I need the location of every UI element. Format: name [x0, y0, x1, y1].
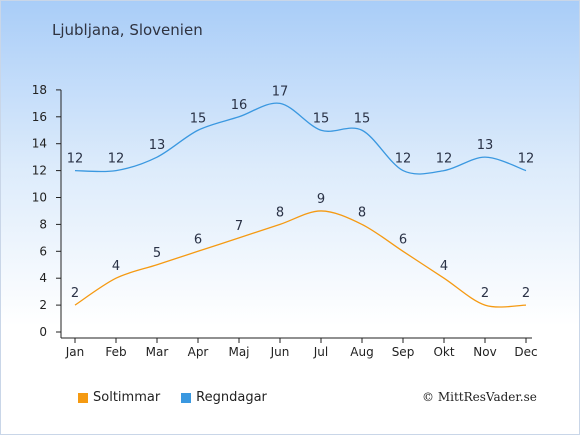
copyright-text: © MittResVader.se [422, 390, 537, 404]
y-tick-label: 12 [32, 164, 47, 178]
data-label-regndagar: 15 [313, 111, 330, 126]
data-label-regndagar: 12 [395, 152, 412, 167]
chart-title: Ljubljana, Slovenien [52, 21, 203, 39]
data-label-soltimmar: 4 [440, 259, 448, 274]
series-line-regndagar [74, 102, 527, 175]
y-tick-label: 8 [39, 217, 47, 231]
x-tick-label: Feb [105, 345, 126, 359]
data-label-regndagar: 12 [436, 152, 453, 167]
y-tick-label: 6 [39, 244, 47, 258]
legend-item-soltimmar: Soltimmar [78, 390, 160, 405]
y-tick-label: 16 [32, 110, 47, 124]
series-layer [74, 102, 527, 308]
data-label-soltimmar: 6 [399, 232, 407, 247]
x-tick-label: Okt [433, 345, 454, 359]
data-label-regndagar: 13 [477, 138, 494, 153]
x-tick-label: Sep [392, 345, 415, 359]
data-label-soltimmar: 2 [481, 286, 489, 301]
data-label-soltimmar: 2 [522, 286, 530, 301]
legend-swatch-regndagar [181, 392, 192, 403]
data-label-soltimmar: 9 [317, 192, 325, 207]
data-label-soltimmar: 6 [194, 232, 202, 247]
x-tick-label: Apr [188, 345, 209, 359]
data-label-soltimmar: 8 [358, 205, 366, 220]
axes: 0 2 4 6 8 10 12 14 16 18 Jan Feb Mar Apr Maj Jun Jul Aug S… [32, 83, 538, 359]
x-tick-label: Jun [270, 345, 290, 359]
x-tick-label: Maj [228, 345, 249, 359]
x-tick-label: Dec [514, 345, 537, 359]
x-tick-label: Jan [65, 345, 85, 359]
x-tick-label: Nov [473, 345, 496, 359]
legend-swatch-soltimmar [78, 392, 88, 403]
data-label-soltimmar: 8 [276, 205, 284, 220]
legend-label-regndagar: Regndagar [196, 390, 267, 405]
series-line-soltimmar [74, 210, 527, 308]
data-label-regndagar: 13 [149, 138, 166, 153]
data-label-regndagar: 12 [518, 152, 535, 167]
legend-label-soltimmar: Soltimmar [93, 390, 161, 405]
x-tick-label: Jul [313, 345, 328, 359]
x-tick-label: Aug [350, 345, 373, 359]
data-label-soltimmar: 2 [71, 286, 79, 301]
data-label-soltimmar: 5 [153, 246, 161, 261]
data-labels: 2 4 5 6 7 8 9 8 6 4 2 2 12 12 13 15 16 17 15 15 12 12 13 12 [67, 84, 535, 301]
data-label-regndagar: 12 [67, 152, 84, 167]
y-tick-label: 4 [39, 271, 47, 285]
data-label-regndagar: 15 [354, 111, 371, 126]
data-label-regndagar: 12 [108, 152, 125, 167]
data-label-regndagar: 16 [231, 98, 248, 113]
data-label-regndagar: 17 [272, 84, 289, 99]
y-tick-label: 2 [39, 298, 47, 312]
legend: Soltimmar Regndagar [78, 390, 288, 405]
data-label-soltimmar: 7 [235, 219, 243, 234]
y-tick-label: 10 [32, 191, 47, 205]
x-tick-label: Mar [146, 345, 169, 359]
data-label-soltimmar: 4 [112, 259, 120, 274]
legend-item-regndagar: Regndagar [181, 390, 267, 405]
y-tick-label: 0 [39, 325, 47, 339]
data-label-regndagar: 15 [190, 111, 207, 126]
y-tick-label: 14 [32, 137, 47, 151]
y-tick-label: 18 [32, 83, 47, 97]
